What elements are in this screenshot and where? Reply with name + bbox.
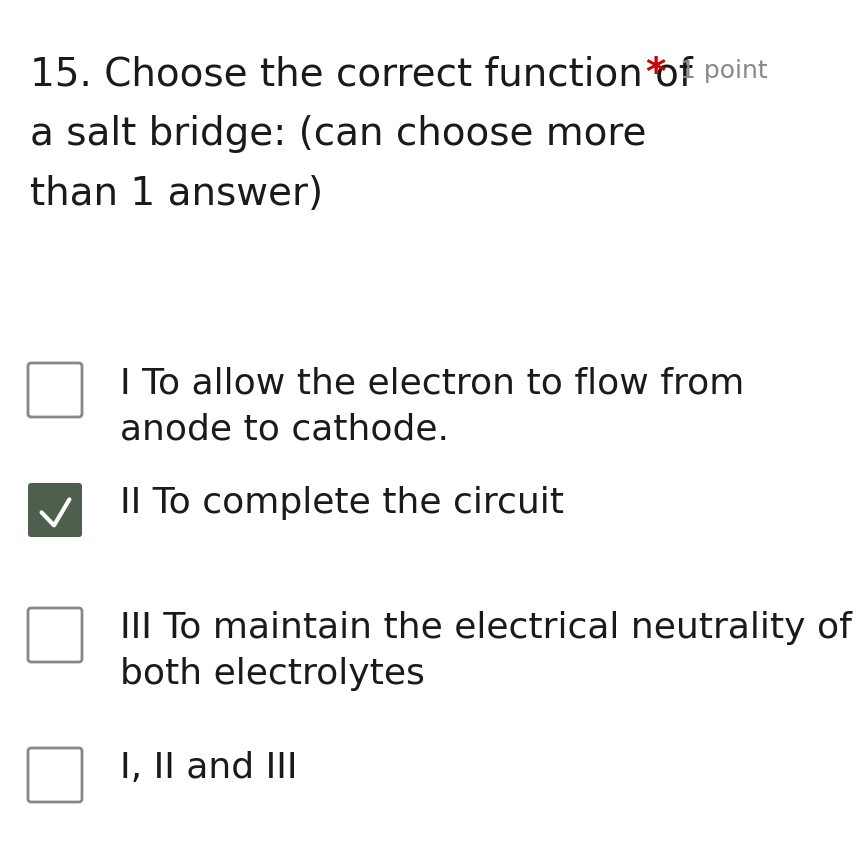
Text: II To complete the circuit: II To complete the circuit <box>120 486 564 520</box>
Text: a salt bridge: (can choose more: a salt bridge: (can choose more <box>30 115 647 153</box>
Text: 1 point: 1 point <box>680 59 767 83</box>
Text: I, II and III: I, II and III <box>120 751 298 785</box>
Text: III To maintain the electrical neutrality of
both electrolytes: III To maintain the electrical neutralit… <box>120 611 852 691</box>
Text: *: * <box>645 55 665 93</box>
Text: than 1 answer): than 1 answer) <box>30 175 323 213</box>
FancyBboxPatch shape <box>28 363 82 417</box>
Text: 15. Choose the correct function of: 15. Choose the correct function of <box>30 55 693 93</box>
FancyBboxPatch shape <box>28 608 82 662</box>
FancyBboxPatch shape <box>28 483 82 537</box>
FancyBboxPatch shape <box>28 748 82 802</box>
Text: I To allow the electron to flow from
anode to cathode.: I To allow the electron to flow from ano… <box>120 366 745 446</box>
